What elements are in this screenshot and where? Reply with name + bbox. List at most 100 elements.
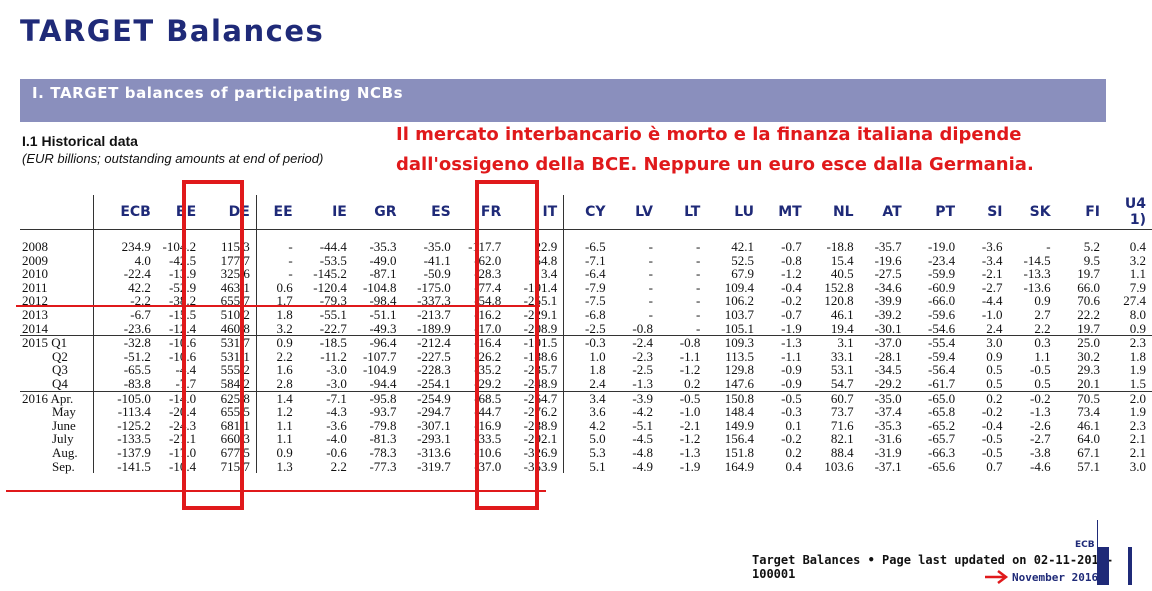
table-row: 2009 4.0 -42.5 177.7- -53.5 -49.0 -41.1 -62.0 54… bbox=[20, 252, 1152, 268]
cell-es: -212.4 bbox=[402, 335, 457, 350]
cell-mt: -1.3 bbox=[760, 335, 808, 350]
cell-lt: -1.3 bbox=[679, 444, 701, 460]
cell-gr: -87.1 bbox=[369, 266, 397, 282]
cell-nl: 73.7 bbox=[830, 404, 854, 420]
cell-lv: -1.3 bbox=[632, 375, 653, 391]
table-row: June -125.2 -24.3 681.1 1.1 -3.6 -79.8 -307.1 -1… bbox=[20, 419, 1152, 433]
footer-rule bbox=[1097, 520, 1098, 550]
cell-si: 0.2 bbox=[961, 390, 1009, 406]
cell-cy: -7.9 bbox=[563, 281, 612, 295]
cell-fr: -62.0 bbox=[474, 252, 502, 268]
cell-at: -31.6 bbox=[874, 431, 902, 447]
cell-pt: -66.3 bbox=[928, 444, 956, 460]
cell-ecb: -113.4 bbox=[92, 405, 157, 419]
cell-es: -189.9 bbox=[417, 320, 451, 336]
cell-ie: -4.3 bbox=[326, 404, 347, 420]
column-header: SI bbox=[961, 195, 1009, 230]
cell-es: -313.6 bbox=[417, 444, 451, 460]
cell-lv: - bbox=[648, 306, 653, 322]
cell-ee: - bbox=[255, 253, 299, 268]
cell-u4: 3.2 bbox=[1129, 252, 1146, 268]
cell-lt: - bbox=[695, 293, 701, 309]
cell-ee: 3.2 bbox=[255, 321, 299, 336]
cell-at: -30.1 bbox=[874, 320, 902, 336]
column-header: ES bbox=[402, 195, 457, 230]
table-row: Q2 -51.2 -10.6 531.1 2.2 -11.2 -107.7 -227.5 -26… bbox=[20, 350, 1152, 364]
cell-lt: - bbox=[695, 252, 701, 268]
cell-si: -0.5 bbox=[981, 444, 1003, 460]
cell-it: 22.9 bbox=[534, 239, 558, 254]
cell-it: -235.7 bbox=[523, 362, 558, 378]
cell-es: -227.5 bbox=[417, 348, 451, 364]
cell-lu: 150.8 bbox=[706, 390, 760, 406]
footer-s-mark bbox=[1097, 547, 1109, 585]
cell-ie: -22.7 bbox=[319, 320, 347, 336]
cell-it: -276.2 bbox=[523, 404, 558, 420]
cell-lv: - bbox=[648, 279, 653, 295]
cell-gr: -35.3 bbox=[369, 239, 397, 254]
page-title: TARGET Balances bbox=[20, 14, 325, 48]
cell-nl: 82.1 bbox=[830, 431, 854, 447]
cell-nl: 60.7 bbox=[807, 390, 860, 406]
cell-at: -35.3 bbox=[874, 417, 902, 433]
table-row: 2010 -22.4 -13.9 325.6- -145.2 -87.1 -50.9 -28.… bbox=[20, 267, 1152, 281]
column-header: AT bbox=[859, 195, 908, 230]
cell-ie: -79.3 bbox=[319, 293, 347, 309]
cell-at: -35.0 bbox=[859, 390, 908, 406]
cell-mt: -0.2 bbox=[781, 431, 802, 447]
cell-it: -248.9 bbox=[523, 375, 558, 391]
cell-it: -255.1 bbox=[523, 293, 558, 309]
cell-fi: 19.7 bbox=[1077, 266, 1100, 282]
cell-fr: -33.5 bbox=[474, 431, 502, 447]
cell-ee: 0.9 bbox=[255, 335, 299, 350]
table-row: Q3 -65.5 -4.4 555.2 1.6 -3.0 -104.9 -228.3 -35.2… bbox=[20, 363, 1152, 377]
cell-gr: -93.7 bbox=[369, 404, 397, 420]
red-underline-sep bbox=[6, 490, 546, 492]
cell-sk: -2.7 bbox=[1029, 431, 1051, 447]
column-header: LU bbox=[706, 195, 760, 230]
table-body: 2008 234.9 -104.2 115.3- -44.4 -35.3 -35.0 -117… bbox=[20, 229, 1152, 474]
cell-lv: -2.5 bbox=[632, 362, 653, 378]
cell-lt: -1.9 bbox=[679, 458, 701, 474]
column-header: FR bbox=[456, 195, 508, 230]
cell-nl: 19.4 bbox=[830, 320, 854, 336]
cell-at: -39.2 bbox=[874, 306, 902, 322]
cell-cy: -6.8 bbox=[563, 308, 612, 322]
cell-ecb: 234.9 bbox=[92, 229, 157, 254]
cell-lv: -2.3 bbox=[632, 348, 653, 364]
cell-si: 3.0 bbox=[961, 335, 1009, 350]
cell-cy: 5.1 bbox=[563, 459, 612, 474]
table-row: Sep. -141.5 -10.4 715.7 1.3 2.2 -77.3 -319.7 -37… bbox=[20, 458, 1152, 474]
cell-cy: 5.3 bbox=[563, 446, 612, 460]
cell-sk: 0.3 bbox=[1008, 335, 1057, 350]
cell-ecb: -105.0 bbox=[92, 390, 157, 406]
cell-nl: 88.4 bbox=[830, 444, 854, 460]
cell-ecb: -133.5 bbox=[92, 432, 157, 446]
cell-es: -293.1 bbox=[417, 431, 451, 447]
column-header: DE bbox=[202, 195, 257, 230]
cell-ecb: -32.8 bbox=[92, 335, 157, 350]
cell-sk: -0.5 bbox=[1029, 362, 1051, 378]
cell-sk: -13.6 bbox=[1023, 279, 1051, 295]
target-balances-table: ECB BE DE EE IE GR ES FR IT CY LV LT LU MT NL AT PT SI SK F… bbox=[20, 195, 1152, 474]
table-row: 2016 Apr. -105.0 -14.0 625.8 1.4 -7.1 -95.8 -25… bbox=[20, 390, 1152, 406]
cell-at: -34.6 bbox=[874, 279, 902, 295]
cell-u4: 2.1 bbox=[1129, 444, 1146, 460]
cell-ecb: -22.4 bbox=[92, 267, 157, 281]
table-row: 2014 -23.6 -12.4 460.8 3.2 -22.7 -49.3 -189.9 -1… bbox=[20, 320, 1152, 336]
cell-si: -1.0 bbox=[981, 306, 1003, 322]
row-period: Sep. bbox=[52, 458, 75, 474]
cell-ee: 1.1 bbox=[255, 432, 299, 446]
cell-mt: -1.1 bbox=[781, 348, 802, 364]
cell-sk: 0.5 bbox=[1034, 375, 1051, 391]
cell-ee: 1.1 bbox=[255, 419, 299, 433]
cell-es: -337.3 bbox=[417, 293, 451, 309]
cell-pt: -54.6 bbox=[928, 320, 956, 336]
cell-sk: -13.3 bbox=[1023, 266, 1051, 282]
cell-mt: -0.2 bbox=[781, 293, 802, 309]
cell-cy: -2.5 bbox=[563, 321, 612, 336]
cell-sk: -14.5 bbox=[1023, 252, 1051, 268]
cell-lt: -1.2 bbox=[679, 362, 701, 378]
cell-ee: 0.6 bbox=[255, 281, 299, 295]
row-period: 2013 bbox=[22, 306, 48, 322]
